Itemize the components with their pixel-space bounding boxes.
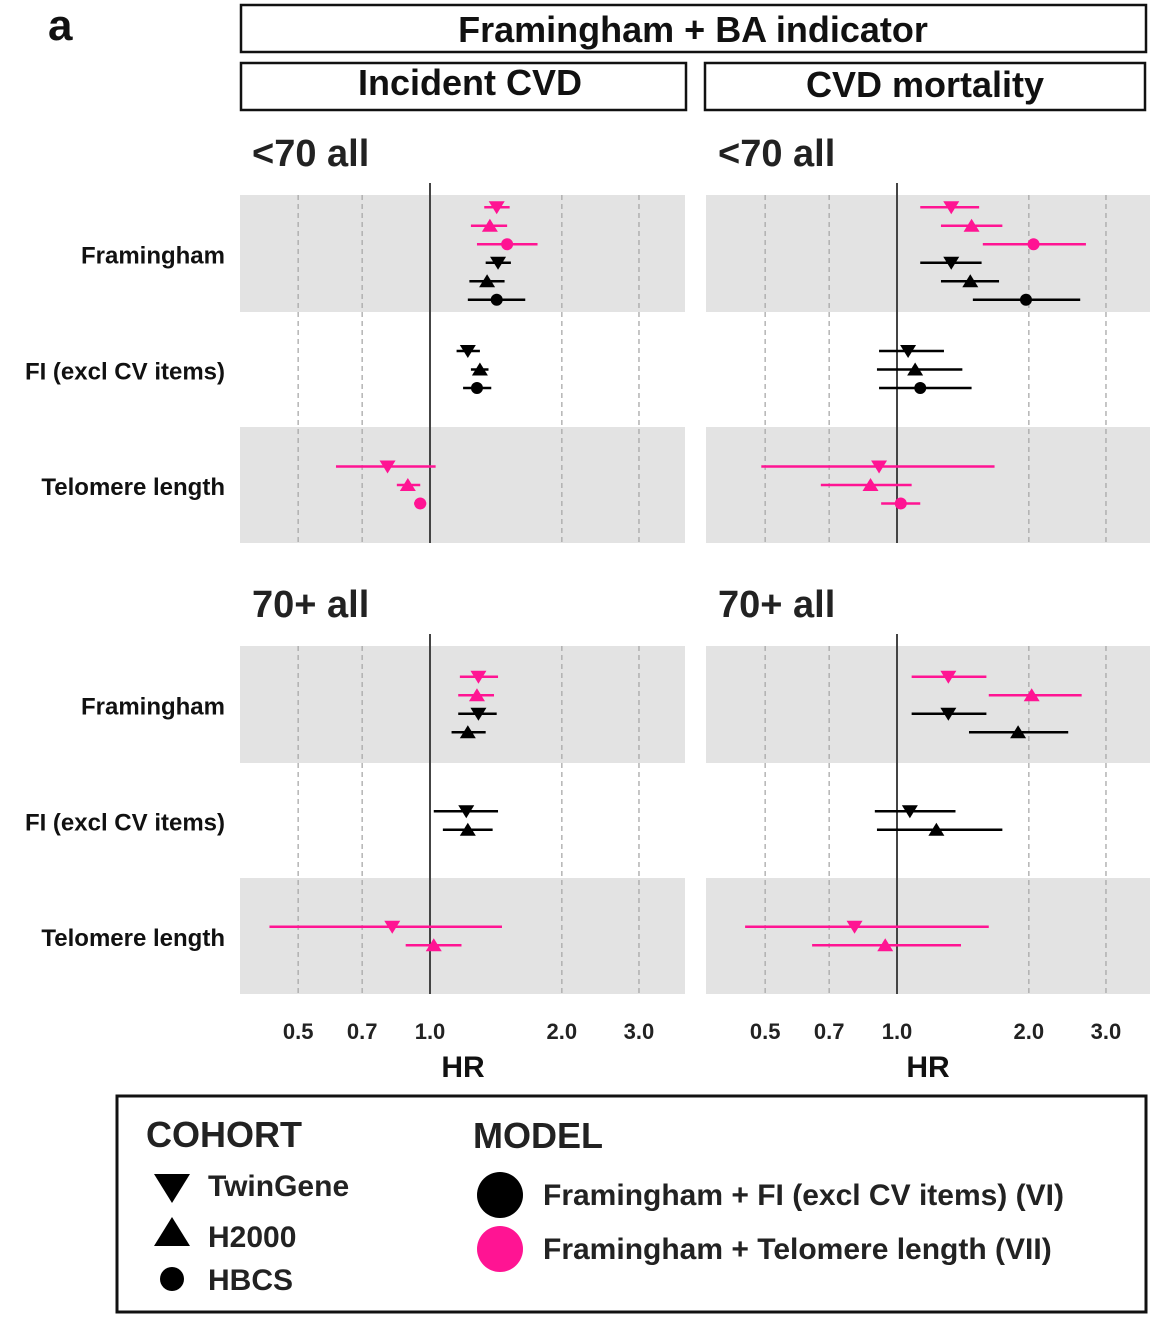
hr-point	[862, 478, 879, 491]
age-group-title: 70+ all	[718, 584, 835, 626]
hr-point	[425, 938, 442, 952]
legend-model-vi: Framingham + FI (excl CV items) (VI)	[543, 1179, 1064, 1212]
legend-cohort-title: COHORT	[146, 1114, 302, 1155]
hr-point	[846, 920, 863, 934]
hr-point	[963, 218, 980, 232]
model-vii-swatch	[477, 1226, 523, 1272]
hr-point	[962, 274, 979, 288]
hr-point	[940, 670, 957, 684]
hr-point	[501, 238, 514, 251]
hr-point	[943, 256, 960, 270]
age-group-title: <70 all	[252, 133, 369, 175]
row-label: Telomere length	[41, 925, 225, 952]
circle-icon	[160, 1267, 184, 1291]
hr-point	[928, 822, 945, 836]
legend-model-title: MODEL	[473, 1115, 603, 1156]
hr-point	[488, 201, 505, 215]
row-band-cvd-mortality-2	[706, 878, 1150, 994]
hr-point	[458, 805, 475, 819]
main-header-box	[239, 3, 1148, 54]
row-label: FI (excl CV items)	[25, 359, 225, 386]
hr-point	[470, 382, 483, 394]
x-tick-label: 2.0	[1014, 1019, 1045, 1044]
x-tick-label: 1.0	[415, 1019, 446, 1044]
hr-point	[384, 920, 401, 934]
hr-point	[1019, 293, 1032, 306]
legend-box	[115, 1094, 1148, 1314]
panel-letter: a	[48, 1, 73, 50]
hr-point	[943, 201, 960, 215]
hr-point	[901, 805, 918, 819]
column-header-box-cvd-mortality	[703, 61, 1147, 112]
x-axis-label-right: HR	[906, 1051, 950, 1084]
triangle-down-icon	[154, 1174, 190, 1203]
legend-cohort-hbcs: HBCS	[208, 1264, 293, 1297]
hr-point	[894, 497, 907, 510]
hr-point	[459, 822, 476, 836]
row-label: Telomere length	[41, 474, 225, 501]
x-axis-label-left: HR	[441, 1051, 485, 1084]
row-label: Framingham	[81, 243, 225, 270]
x-tick-label: 3.0	[624, 1019, 655, 1044]
main-header-title: Framingham + BA indicator	[458, 9, 928, 50]
x-tick-label: 0.5	[750, 1019, 781, 1044]
hr-point	[414, 497, 427, 510]
x-tick-label: 0.7	[347, 1019, 378, 1044]
hr-point	[877, 938, 894, 952]
hr-point	[481, 218, 498, 232]
hr-point	[490, 293, 503, 306]
row-label: FI (excl CV items)	[25, 810, 225, 837]
age-group-title: <70 all	[718, 133, 835, 175]
x-tick-label: 0.7	[814, 1019, 845, 1044]
hr-point	[470, 707, 487, 721]
hr-point	[399, 478, 416, 491]
plot-layer: <70 all Framingham FI (excl CV items) Telom…	[25, 133, 1150, 1044]
hr-point	[490, 256, 507, 270]
x-tick-label: 2.0	[547, 1019, 578, 1044]
hr-point	[459, 345, 476, 358]
legend-cohort-twingene: TwinGene	[208, 1170, 349, 1203]
row-band-cvd-mortality-2	[706, 427, 1150, 543]
row-band-incident-cvd-2	[240, 878, 685, 994]
row-band-cvd-mortality-0	[706, 195, 1150, 312]
row-band-cvd-mortality-0	[706, 646, 1150, 763]
x-tick-label: 0.5	[283, 1019, 314, 1044]
hr-point	[1023, 688, 1040, 702]
x-tick-label: 1.0	[882, 1019, 913, 1044]
row-band-incident-cvd-2	[240, 427, 685, 543]
hr-point	[871, 460, 888, 474]
legend-cohort-h2000: H2000	[208, 1221, 296, 1254]
column-header-box-incident-cvd	[239, 61, 688, 112]
hr-point	[459, 725, 476, 739]
column-header-cvd-mortality: CVD mortality	[806, 64, 1044, 105]
row-label: Framingham	[81, 694, 225, 721]
hr-point	[468, 688, 485, 702]
model-vi-swatch	[477, 1172, 523, 1218]
legend: COHORT MODEL TwinGene H2000 HBCS Framing…	[115, 1094, 1148, 1314]
column-header-incident-cvd: Incident CVD	[358, 62, 582, 103]
hr-point	[900, 345, 917, 358]
row-band-incident-cvd-0	[240, 195, 685, 312]
hr-point	[479, 274, 496, 288]
hr-point	[470, 670, 487, 684]
hr-point	[379, 460, 396, 474]
hr-point	[914, 382, 927, 394]
x-tick-label: 3.0	[1091, 1019, 1122, 1044]
hr-point	[1027, 238, 1040, 251]
hr-point	[1010, 725, 1027, 739]
hr-point	[907, 362, 924, 376]
triangle-up-icon	[154, 1217, 190, 1246]
hr-point	[940, 707, 957, 721]
hr-point	[471, 362, 488, 376]
legend-model-vii: Framingham + Telomere length (VII)	[543, 1233, 1052, 1266]
age-group-title: 70+ all	[252, 584, 369, 626]
row-band-incident-cvd-0	[240, 646, 685, 763]
